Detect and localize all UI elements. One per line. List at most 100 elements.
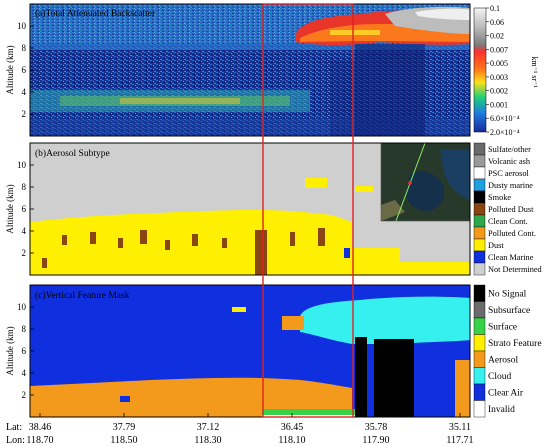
colorbar-gradient [473,7,487,133]
y-tick-label: 6 [22,204,27,214]
strato-feature-patch [232,307,246,312]
polluted-dust-cell [290,232,295,246]
panel-c-title: (c)Vertical Feature Mask [35,290,130,301]
inset-map-sea [406,171,445,211]
legend-swatch [473,383,486,401]
cirrus-yellow [330,30,380,35]
legend-label: Clear Air [488,388,524,398]
legend-swatch [473,178,486,192]
polluted-dust-cells [42,228,325,275]
lat-tick-label: 37.12 [197,422,220,433]
dust-layer-main [30,210,470,275]
panel-c-yticks: 2 4 6 8 10 [17,302,34,400]
y-tick-label: 8 [22,43,27,53]
polluted-dust-cell [62,235,67,245]
legend-swatch [473,250,486,264]
colorbar-tick-label: 0.001 [490,100,508,109]
attenuation-shadow [330,44,425,136]
lon-axis-label: Lon: [6,435,25,446]
legend-label: Strato Feature [488,339,542,349]
y-tick-label: 4 [22,226,27,236]
legend-swatch [473,317,486,335]
attenuation-shadow-main [355,44,425,136]
colorbar-tick-label: 6.0×10⁻⁴ [490,114,520,123]
no-signal-column-1 [355,337,367,417]
colorbar-tick-label: 0.1 [490,4,500,13]
panel-b-yticks: 2 4 6 8 10 [17,160,34,258]
panel-a-title: (a)Total Attenuated Backscatter [35,8,156,19]
colorbar-tick-label: 0.005 [490,59,508,68]
y-tick-label: 4 [22,368,27,378]
polluted-dust-cell [318,228,325,246]
y-tick-label: 2 [22,248,27,258]
y-tick-label: 2 [22,109,27,119]
legend-swatch [473,400,486,418]
panel-c-legend: No Signal Subsurface Surface Strato Feature… [473,284,542,418]
clear-air-patch [120,396,130,402]
colorbar-tick-label: 0.003 [490,73,508,82]
legend-label: Sulfate/other [488,145,531,154]
legend-swatch [473,284,486,302]
no-signal-column-2 [374,339,414,417]
panel-b-ylabel: Altitude (km) [5,184,15,233]
colorbar-tick-label: 2.0×10⁻⁴ [490,128,520,137]
panel-a: (a)Total Attenuated Backscatter Altitude… [5,3,539,137]
lon-tick-label: 118.50 [110,435,137,446]
legend-label: Invalid [488,405,515,415]
lat-tick-label: 35.78 [365,422,388,433]
panel-c-ylabel: Altitude (km) [5,326,15,375]
dust-plume-2 [355,186,373,192]
aerosol-layer-a-hot [120,98,240,104]
legend-label: Aerosol [488,355,518,365]
legend-label: Dust [488,241,504,250]
legend-swatch [473,142,486,156]
panel-b-legend: Sulfate/other Volcanic ash PSC aerosol Dust… [473,142,543,276]
legend-swatch [473,334,486,352]
y-tick-label: 4 [22,87,27,97]
inset-map-marker [408,181,412,185]
polluted-dust-cell [118,238,123,248]
legend-swatch [473,238,486,252]
legend-swatch [473,154,486,168]
y-tick-label: 10 [17,302,27,312]
legend-swatch [473,226,486,240]
inset-map [380,142,471,222]
colorbar-tick-label: 0.002 [490,87,508,96]
polluted-dust-cell [222,238,227,248]
legend-label: Clean Marine [488,253,534,262]
surface-strip [262,409,355,415]
inset-map-land [381,200,405,221]
lat-axis-label: Lat: [6,422,22,433]
colorbar-tick-label: 0.06 [490,18,504,27]
lon-tick-label: 117.71 [446,435,473,446]
legend-swatch [473,166,486,180]
lon-tick-label: 117.90 [362,435,389,446]
polluted-dust-cell [255,230,267,275]
y-tick-label: 10 [17,21,27,31]
legend-swatch [473,262,486,276]
legend-label: Dusty marine [488,181,533,190]
legend-label: Surface [488,321,517,332]
y-tick-label: 8 [22,182,27,192]
legend-swatch [473,202,486,216]
aerosol-region [30,377,352,417]
dust-plume-1 [305,178,327,188]
colorbar-unit: km⁻¹ sr⁻¹ [530,56,539,88]
panel-a-colorbar: 0.1 0.06 0.02 0.007 0.005 0.003 0.002 0.001 6.0×… [473,4,539,137]
clean-marine-strip [344,248,350,258]
y-tick-label: 8 [22,324,27,334]
panel-b-title: (b)Aerosol Subtype [35,148,110,159]
x-axis: Lat: Lon: 38.46 118.70 37.79 118.50 37.12 118… [6,413,474,446]
legend-swatch [473,190,486,204]
colorbar-tick-label: 0.02 [490,32,504,41]
panel-c: (c)Vertical Feature Mask Altitude (km) 2… [5,284,542,418]
invalid-strip [262,415,355,417]
legend-swatch [473,301,486,319]
cirrus-white [415,8,470,20]
aerosol-patch [282,316,304,330]
panel-a-ylabel: Altitude (km) [5,45,15,94]
lat-tick-label: 38.46 [29,422,52,433]
legend-label: No Signal [488,289,527,299]
lat-tick-label: 36.45 [281,422,304,433]
legend-label: Cloud [488,372,511,382]
